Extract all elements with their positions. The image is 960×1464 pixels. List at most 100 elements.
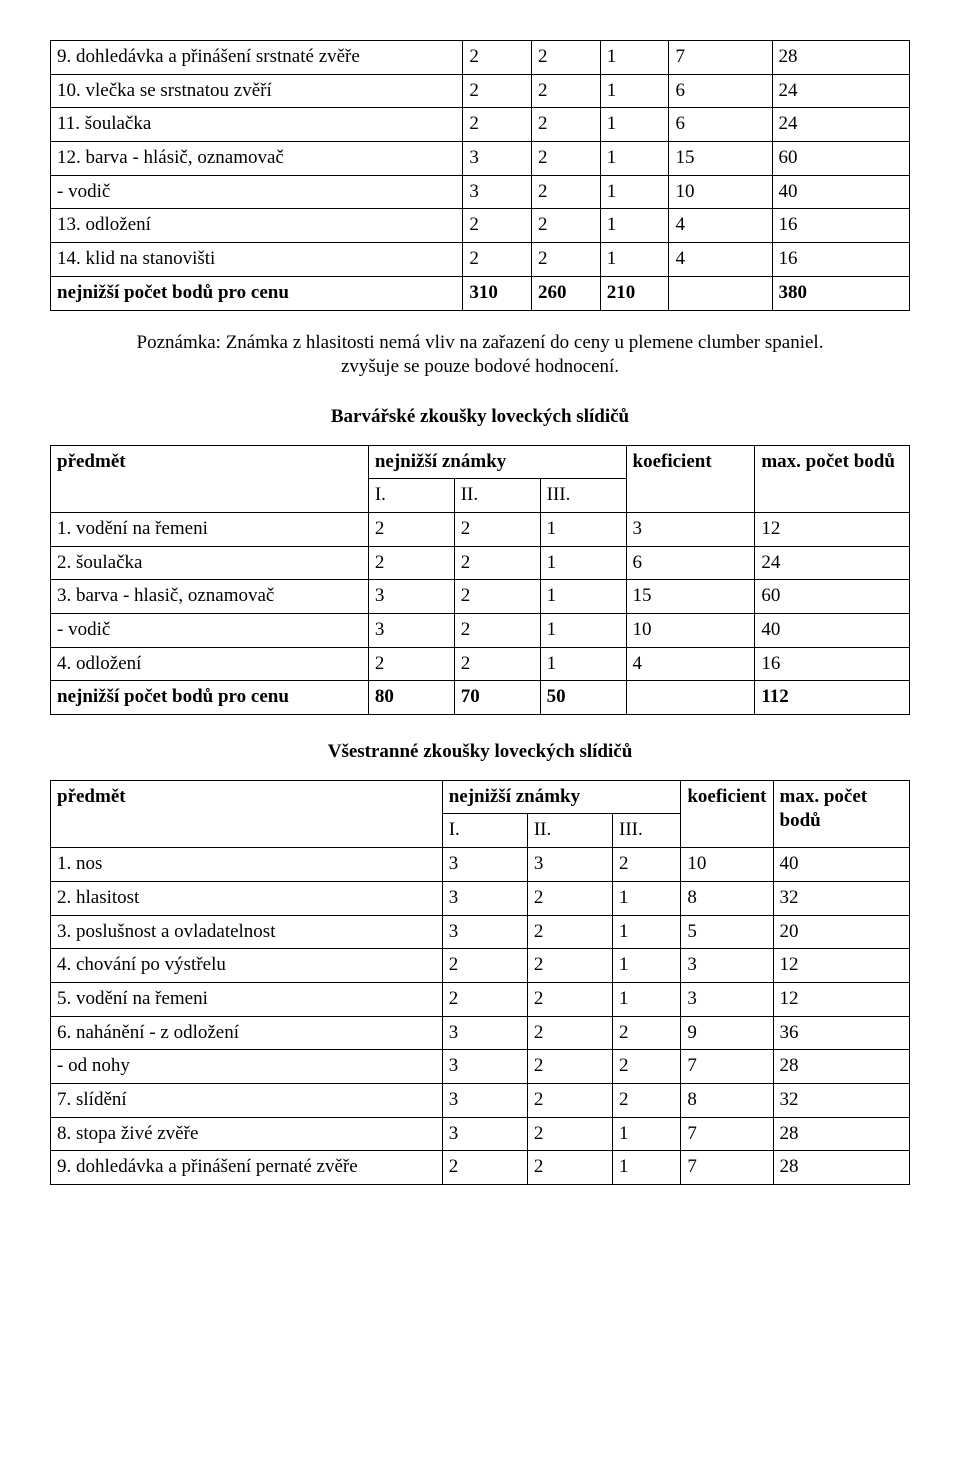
table-cell: 6	[669, 74, 772, 108]
table-cell: 8	[681, 1083, 773, 1117]
table-cell: 1	[600, 142, 669, 176]
table-row: 8. stopa živé zvěře321728	[51, 1117, 910, 1151]
table-cell: 2. šoulačka	[51, 546, 369, 580]
table-row: 4. odložení221416	[51, 647, 910, 681]
col-header: max. počet bodů	[773, 780, 909, 847]
col-subheader: III.	[613, 814, 681, 848]
table-cell: 1	[613, 949, 681, 983]
table-cell: 50	[540, 681, 626, 715]
table-cell: 2	[454, 647, 540, 681]
table-cell: 210	[600, 276, 669, 310]
table-cell: 9. dohledávka a přinášení pernaté zvěře	[51, 1151, 443, 1185]
table-cell: 1	[613, 1151, 681, 1185]
table-cell: 2	[442, 1151, 527, 1185]
table-cell: - vodič	[51, 614, 369, 648]
table-cell: 112	[755, 681, 910, 715]
table-cell: 1	[540, 580, 626, 614]
table-cell: nejnižší počet bodů pro cenu	[51, 681, 369, 715]
table-cell: 1	[540, 546, 626, 580]
table-cell: 2	[527, 1151, 612, 1185]
table-cell: 7	[669, 41, 772, 75]
table-cell: 6	[626, 546, 755, 580]
table-cell: 2	[368, 512, 454, 546]
table-cell: 3	[681, 949, 773, 983]
table-cell: 24	[772, 74, 909, 108]
table-cell: 2	[454, 580, 540, 614]
col-header: předmět	[51, 780, 443, 847]
table-cell: 2	[463, 41, 532, 75]
table-cell: 28	[773, 1117, 909, 1151]
table-cell: 3	[463, 142, 532, 176]
table-cell: 6	[669, 108, 772, 142]
table-cell: 15	[626, 580, 755, 614]
table-cell: 2	[613, 1050, 681, 1084]
table-cell: 28	[773, 1050, 909, 1084]
table-cell: 3	[442, 1016, 527, 1050]
table-cell: 32	[773, 1083, 909, 1117]
table-cell: 1	[600, 41, 669, 75]
table-cell: nejnižší počet bodů pro cenu	[51, 276, 463, 310]
table-cell: 4. chování po výstřelu	[51, 949, 443, 983]
table-cell: 80	[368, 681, 454, 715]
table-cell: 3	[463, 175, 532, 209]
table-row: 11. šoulačka221624	[51, 108, 910, 142]
table-cell: 1	[613, 915, 681, 949]
col-header: koeficient	[626, 445, 755, 512]
table-cell: 10	[626, 614, 755, 648]
table-cell: 12	[755, 512, 910, 546]
section2-title: Barvářské zkoušky loveckých slídičů	[50, 405, 910, 430]
table-cell: 1	[613, 881, 681, 915]
table-section2: předmětnejnižší známkykoeficientmax. poč…	[50, 445, 910, 716]
table-row: 9. dohledávka a přinášení srstnaté zvěře…	[51, 41, 910, 75]
table-cell: 28	[772, 41, 909, 75]
table-cell: 32	[773, 881, 909, 915]
table-cell: 9	[681, 1016, 773, 1050]
table-row: - vodič3211040	[51, 175, 910, 209]
table-cell: 16	[772, 209, 909, 243]
table-cell: 4	[669, 243, 772, 277]
table-cell: 3	[442, 1050, 527, 1084]
table-cell: 2	[527, 1016, 612, 1050]
table-cell: 24	[772, 108, 909, 142]
table-cell: 36	[773, 1016, 909, 1050]
table-row: 1. nos3321040	[51, 848, 910, 882]
table-cell: 3	[626, 512, 755, 546]
table-row: 1. vodění na řemeni221312	[51, 512, 910, 546]
table-cell: 1	[600, 209, 669, 243]
table-cell: 1	[540, 614, 626, 648]
table-cell: 12	[773, 949, 909, 983]
note-line1: Poznámka: Známka z hlasitosti nemá vliv …	[137, 332, 824, 353]
table-header-row: předmětnejnižší známkykoeficientmax. poč…	[51, 780, 910, 814]
col-subheader: II.	[527, 814, 612, 848]
table-row: 4. chování po výstřelu221312	[51, 949, 910, 983]
table-row: 5. vodění na řemeni221312	[51, 982, 910, 1016]
table-cell: 2. hlasitost	[51, 881, 443, 915]
table-cell: 3	[527, 848, 612, 882]
table-cell: 2	[532, 108, 601, 142]
table-row: - vodič3211040	[51, 614, 910, 648]
table-row: 3. barva - hlasič, oznamovač3211560	[51, 580, 910, 614]
table-cell: 5. vodění na řemeni	[51, 982, 443, 1016]
table-cell: 260	[532, 276, 601, 310]
table-footer-row: nejnižší počet bodů pro cenu310260210380	[51, 276, 910, 310]
table-cell: 2	[532, 243, 601, 277]
table-cell: 7	[681, 1117, 773, 1151]
table-cell: 12	[773, 982, 909, 1016]
table-cell: 3	[442, 1083, 527, 1117]
table-cell: 2	[463, 209, 532, 243]
table-cell: 10	[669, 175, 772, 209]
table-cell: 2	[442, 949, 527, 983]
table-cell: 2	[463, 74, 532, 108]
table-cell: 3	[368, 580, 454, 614]
table-row: 9. dohledávka a přinášení pernaté zvěře2…	[51, 1151, 910, 1185]
table-cell: 11. šoulačka	[51, 108, 463, 142]
table-cell: 2	[454, 512, 540, 546]
table-cell: 10	[681, 848, 773, 882]
table-cell: 2	[613, 1083, 681, 1117]
table-cell: 3	[442, 915, 527, 949]
table-row: 2. šoulačka221624	[51, 546, 910, 580]
table-cell: 14. klid na stanovišti	[51, 243, 463, 277]
table-section3: předmětnejnižší známkykoeficientmax. poč…	[50, 780, 910, 1185]
col-subheader: II.	[454, 479, 540, 513]
table-cell: 40	[755, 614, 910, 648]
